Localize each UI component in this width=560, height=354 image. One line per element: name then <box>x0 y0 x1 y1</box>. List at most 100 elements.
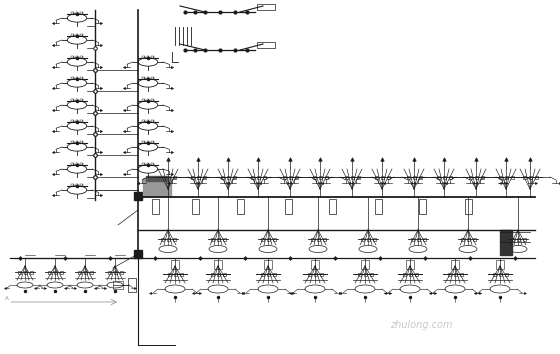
Bar <box>142 163 144 165</box>
Bar <box>454 273 456 275</box>
Bar <box>147 141 149 143</box>
Bar <box>222 238 226 240</box>
Bar <box>295 176 297 178</box>
Bar <box>232 176 236 178</box>
Bar <box>151 99 153 101</box>
Bar <box>151 56 153 58</box>
Bar <box>203 176 206 178</box>
Bar <box>329 199 336 214</box>
Bar <box>529 176 531 178</box>
Bar <box>260 238 264 240</box>
Bar <box>222 273 226 275</box>
Bar <box>413 176 416 178</box>
Bar <box>147 77 149 79</box>
Bar <box>496 260 504 269</box>
Bar <box>151 141 153 143</box>
Bar <box>407 176 409 178</box>
Bar <box>406 260 414 269</box>
Bar <box>172 176 175 178</box>
Bar <box>81 56 83 58</box>
Bar <box>192 199 199 214</box>
Bar <box>71 99 73 101</box>
Bar <box>511 238 514 240</box>
Bar <box>81 12 83 14</box>
Bar <box>71 184 73 186</box>
Bar <box>142 77 144 79</box>
Bar <box>372 238 376 240</box>
Bar <box>142 99 144 101</box>
Bar <box>370 273 372 275</box>
Bar <box>516 238 520 240</box>
Bar <box>442 176 446 178</box>
Bar <box>417 238 419 240</box>
Bar <box>166 238 170 240</box>
Bar <box>260 273 264 275</box>
Bar <box>351 176 353 178</box>
Bar <box>211 238 213 240</box>
Bar <box>76 99 78 101</box>
Bar <box>316 238 320 240</box>
Bar <box>273 238 276 240</box>
Bar <box>217 238 220 240</box>
Bar <box>76 34 78 36</box>
Bar <box>166 176 170 178</box>
Bar <box>76 56 78 58</box>
Bar <box>375 176 377 178</box>
Bar <box>273 273 276 275</box>
Bar <box>71 141 73 143</box>
Bar <box>59 271 63 274</box>
Bar <box>81 141 83 143</box>
Bar <box>90 271 92 274</box>
Bar <box>320 273 323 275</box>
Bar <box>167 273 170 275</box>
Text: A: A <box>5 296 9 301</box>
Bar <box>17 271 21 274</box>
Bar <box>71 120 73 122</box>
Bar <box>172 238 175 240</box>
Bar <box>498 176 502 178</box>
Bar <box>460 238 464 240</box>
Bar <box>324 176 328 178</box>
Bar <box>237 199 244 214</box>
Bar <box>319 176 321 178</box>
Bar <box>151 120 153 122</box>
Bar <box>151 163 153 165</box>
Bar <box>48 271 50 274</box>
Bar <box>250 176 254 178</box>
Bar <box>310 238 314 240</box>
Bar <box>311 260 319 269</box>
Bar <box>221 176 223 178</box>
Bar <box>263 176 265 178</box>
Bar <box>323 238 325 240</box>
Bar <box>257 42 275 48</box>
Bar <box>71 56 73 58</box>
Bar <box>76 163 78 165</box>
Bar <box>361 238 363 240</box>
Bar <box>522 238 525 240</box>
Bar <box>81 77 83 79</box>
Bar <box>147 163 149 165</box>
Bar <box>363 273 366 275</box>
Bar <box>505 176 507 178</box>
Bar <box>226 176 230 178</box>
Bar <box>366 238 370 240</box>
Bar <box>522 176 525 178</box>
Bar <box>449 176 451 178</box>
Bar <box>469 176 472 178</box>
Bar <box>81 163 83 165</box>
Bar <box>134 192 142 200</box>
Bar <box>142 120 144 122</box>
Bar <box>128 278 136 292</box>
Bar <box>54 271 57 274</box>
Bar <box>414 273 418 275</box>
Bar <box>76 12 78 14</box>
Bar <box>161 176 164 178</box>
Bar <box>83 271 86 274</box>
Bar <box>436 176 440 178</box>
Bar <box>190 176 194 178</box>
Bar <box>142 56 144 58</box>
Bar <box>211 273 213 275</box>
Bar <box>71 12 73 14</box>
Bar <box>119 271 123 274</box>
Bar <box>511 176 514 178</box>
